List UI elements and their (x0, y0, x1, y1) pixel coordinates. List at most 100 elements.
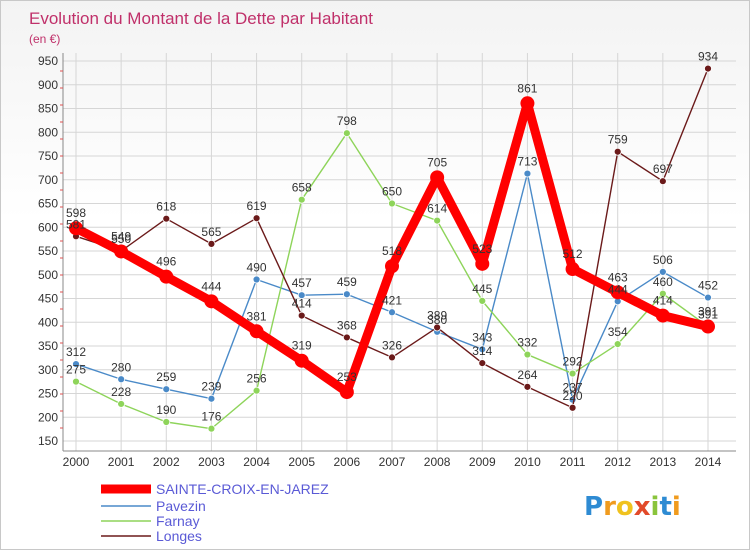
y-tick-label: 900 (38, 78, 58, 92)
data-label: 444 (608, 282, 628, 296)
data-label: 523 (472, 242, 492, 256)
chart-title: Evolution du Montant de la Dette par Hab… (29, 9, 373, 28)
legend-label: SAINTE-CROIX-EN-JAREZ (156, 481, 329, 497)
data-point (520, 96, 535, 111)
legend-label: Farnay (156, 513, 200, 529)
y-tick-label: 950 (38, 54, 58, 68)
data-point (388, 353, 396, 362)
data-point (478, 359, 487, 368)
data-label: 459 (337, 275, 357, 289)
data-point (114, 244, 129, 259)
data-label: 391 (698, 308, 718, 322)
data-label: 619 (247, 199, 267, 213)
data-label: 343 (472, 330, 492, 344)
data-point (658, 289, 667, 298)
x-tick-label: 2011 (560, 455, 586, 469)
brand-logo: Proxiti (584, 492, 681, 522)
data-label: 314 (472, 344, 492, 358)
data-point (117, 375, 126, 384)
x-tick-label: 2009 (469, 455, 496, 469)
data-point (342, 290, 351, 299)
data-point (658, 267, 667, 276)
data-point (207, 239, 216, 248)
x-tick-label: 2008 (424, 455, 451, 469)
y-tick-label: 850 (38, 102, 58, 116)
y-tick-label: 150 (38, 434, 58, 448)
data-point (297, 311, 306, 320)
data-label: 550 (111, 232, 131, 246)
data-point (568, 369, 577, 378)
data-label: 445 (472, 282, 492, 296)
data-point (433, 323, 442, 332)
gridlines (63, 53, 736, 451)
data-label: 565 (201, 225, 221, 239)
data-label: 650 (382, 185, 402, 199)
data-point (475, 256, 490, 271)
data-label: 264 (517, 368, 537, 382)
data-label: 444 (201, 279, 221, 293)
y-tick-label: 650 (38, 197, 58, 211)
data-point (568, 403, 577, 412)
logo-text: Proxiti (584, 492, 681, 522)
data-point (430, 170, 445, 185)
data-point (162, 214, 171, 223)
data-point (478, 296, 487, 305)
data-label: 614 (427, 202, 447, 216)
data-labels: 312 280 259 239 490 457 459 421 380 343 713 237 444 5… (66, 50, 718, 424)
data-point (565, 262, 580, 277)
data-point (72, 360, 80, 368)
y-tick-label: 400 (38, 315, 58, 329)
y-tick-label: 250 (38, 387, 58, 401)
y-tick-label: 750 (38, 149, 58, 163)
data-label: 256 (247, 372, 267, 386)
data-label: 861 (517, 81, 537, 95)
data-label: 713 (517, 155, 537, 169)
data-label: 190 (156, 403, 176, 417)
data-point (72, 377, 80, 386)
data-label: 332 (517, 336, 537, 350)
x-tick-label: 2000 (63, 455, 90, 469)
data-label: 389 (427, 308, 447, 322)
x-tick-label: 2012 (604, 455, 631, 469)
data-point (297, 291, 306, 300)
x-tick-label: 2002 (153, 455, 180, 469)
data-point (385, 259, 399, 274)
x-tick-label: 2007 (379, 455, 406, 469)
data-label: 506 (653, 253, 673, 267)
x-tick-label: 2010 (514, 455, 541, 469)
data-point (704, 64, 712, 73)
x-tick-label: 2003 (198, 455, 225, 469)
data-label: 697 (653, 162, 673, 176)
y-tick-label: 350 (38, 339, 58, 353)
chart-subtitle: (en €) (29, 32, 60, 46)
data-label: 934 (698, 50, 718, 64)
data-point (658, 177, 667, 186)
data-point (117, 400, 126, 408)
data-point (523, 350, 532, 359)
y-tick-label: 450 (38, 292, 58, 306)
data-point (613, 340, 622, 349)
data-label: 490 (247, 261, 267, 275)
data-point (701, 319, 715, 334)
legend-label: Longes (156, 528, 202, 544)
data-label: 705 (427, 155, 447, 169)
axes: 150 200 250 300 350 400 450 500 550 600 650 700 750 8… (38, 53, 736, 469)
data-label: 457 (292, 276, 312, 290)
data-point (655, 308, 670, 323)
data-label: 237 (563, 381, 583, 395)
legend-label: Pavezin (156, 498, 206, 514)
data-point (204, 294, 219, 309)
data-label: 496 (156, 255, 176, 269)
data-point (704, 293, 712, 302)
x-tick-label: 2014 (695, 455, 722, 469)
data-label: 239 (201, 380, 221, 394)
data-point (613, 147, 622, 156)
y-tick-label: 200 (38, 410, 58, 424)
data-point (162, 385, 171, 394)
data-label: 176 (201, 410, 221, 424)
data-point (342, 129, 351, 138)
data-label: 798 (337, 114, 357, 128)
